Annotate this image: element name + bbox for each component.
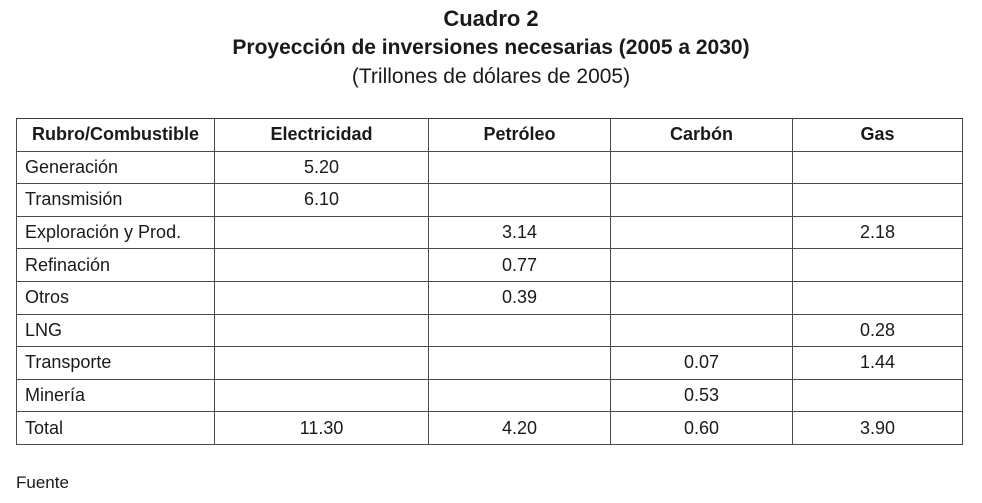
value-cell [792,378,963,413]
table-body: Generación 5.20 Transmisión 6.10 Exploración… [16,150,963,445]
row-label-cell: Transmisión [16,183,215,217]
row-label-cell: Generación [16,150,215,185]
value-cell: 0.60 [610,411,793,445]
value-cell [214,313,429,348]
source-note: Fuente [16,473,69,492]
value-cell: 6.10 [214,183,429,217]
row-label-cell: Otros [16,280,215,315]
value-cell [214,280,429,315]
value-cell: 1.44 [792,346,963,380]
header-cell: Rubro/Combustible [16,118,215,152]
table-row: Transmisión 6.10 [16,183,963,217]
value-cell [792,150,963,185]
header-cell: Electricidad [214,118,429,152]
table-subtitle: Proyección de inversiones necesarias (20… [232,36,750,59]
value-cell [610,313,793,348]
investment-table: Rubro/Combustible Electricidad Petróleo … [16,118,963,445]
header-cell: Carbón [610,118,793,152]
value-cell [428,346,611,380]
value-cell [792,183,963,217]
value-cell [792,280,963,315]
value-cell: 3.90 [792,411,963,445]
value-cell: 4.20 [428,411,611,445]
value-cell [610,215,793,250]
table-row: LNG 0.28 [16,313,963,348]
value-cell [610,280,793,315]
row-label-cell: LNG [16,313,215,348]
table-units: (Trillones de dólares de 2005) [351,65,631,88]
value-cell [214,346,429,380]
value-cell [610,183,793,217]
row-label-cell: Minería [16,378,215,413]
value-cell [214,248,429,282]
value-cell [428,378,611,413]
table-row: Otros 0.39 [16,280,963,315]
value-cell: 11.30 [214,411,429,445]
value-cell [428,313,611,348]
value-cell [428,150,611,185]
table-row: Exploración y Prod. 3.14 2.18 [16,215,963,250]
value-cell: 0.07 [610,346,793,380]
value-cell [428,183,611,217]
table-title: Cuadro 2 [443,6,539,31]
value-cell: 2.18 [792,215,963,250]
value-cell [792,248,963,282]
value-cell: 0.39 [428,280,611,315]
table-row: Transporte 0.07 1.44 [16,346,963,380]
value-cell: 0.77 [428,248,611,282]
table-row: Minería 0.53 [16,378,963,413]
header-cell: Petróleo [428,118,611,152]
value-cell [610,150,793,185]
value-cell [214,378,429,413]
row-label-cell: Refinación [16,248,215,282]
table-row: Refinación 0.77 [16,248,963,282]
row-label-cell: Exploración y Prod. [16,215,215,250]
value-cell: 0.28 [792,313,963,348]
header-cell: Gas [792,118,963,152]
header-row: Rubro/Combustible Electricidad Petróleo … [16,118,963,152]
table-row: Total 11.30 4.20 0.60 3.90 [16,411,963,445]
value-cell [214,215,429,250]
value-cell [610,248,793,282]
value-cell: 3.14 [428,215,611,250]
row-label-cell: Total [16,411,215,445]
value-cell: 0.53 [610,378,793,413]
value-cell: 5.20 [214,150,429,185]
table-row: Generación 5.20 [16,150,963,185]
row-label-cell: Transporte [16,346,215,380]
